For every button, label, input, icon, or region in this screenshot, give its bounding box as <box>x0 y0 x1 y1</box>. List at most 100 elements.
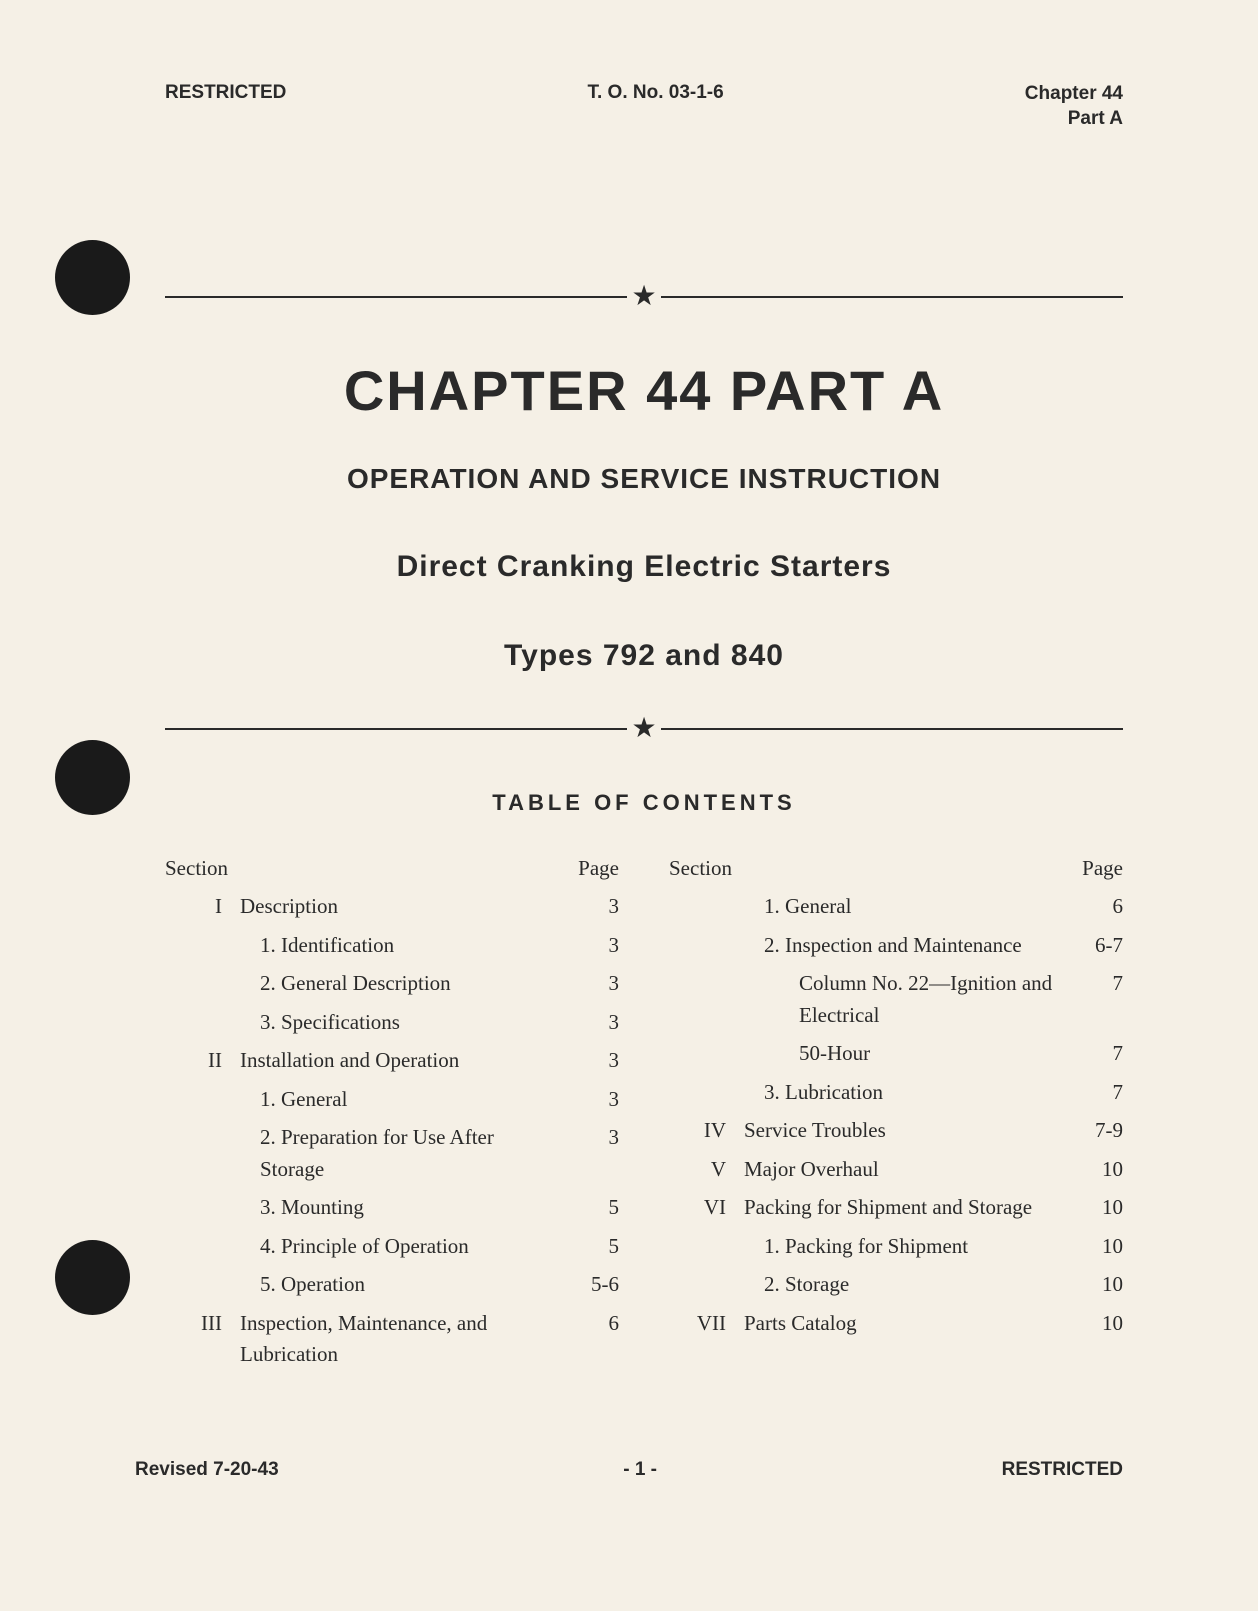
toc-header-spacer <box>240 856 559 881</box>
toc-item-title: 2. Inspection and Maintenance <box>744 930 1063 962</box>
chapter-title: CHAPTER 44 PART A <box>165 358 1123 423</box>
toc-item-page: 3 <box>559 968 619 1000</box>
page-content: RESTRICTED T. O. No. 03-1-6 Chapter 44 P… <box>75 52 1183 1521</box>
toc-row: IDescription3 <box>165 891 619 923</box>
toc-item-title: Description <box>240 891 559 923</box>
toc-section-number: VI <box>669 1192 744 1224</box>
toc-item-page: 7 <box>1063 1077 1123 1109</box>
toc-item-page: 5-6 <box>559 1269 619 1301</box>
header-chapter-line1: Chapter 44 <box>1025 82 1123 107</box>
toc-item-page: 7 <box>1063 968 1123 1000</box>
subtitle-types: Types 792 and 840 <box>165 639 1123 673</box>
toc-item-title: 50-Hour <box>744 1038 1063 1070</box>
toc-item-title: 1. General <box>240 1084 559 1116</box>
toc-item-page: 10 <box>1063 1269 1123 1301</box>
toc-item-title: 3. Specifications <box>240 1007 559 1039</box>
toc-section-number: V <box>669 1154 744 1186</box>
toc-item-title: 2. General Description <box>240 968 559 1000</box>
toc-row: 2. Preparation for Use After Storage3 <box>165 1122 619 1185</box>
toc-item-page: 7-9 <box>1063 1115 1123 1147</box>
toc-row: IIIInspection, Maintenance, and Lubricat… <box>165 1308 619 1371</box>
toc-row: IIInstallation and Operation3 <box>165 1045 619 1077</box>
toc-row: 2. Inspection and Maintenance6-7 <box>669 930 1123 962</box>
toc-header-page: Page <box>559 856 619 881</box>
toc-header-spacer <box>744 856 1063 881</box>
toc-item-page: 3 <box>559 1122 619 1154</box>
title-block: CHAPTER 44 PART A OPERATION AND SERVICE … <box>165 358 1123 673</box>
header-classification: RESTRICTED <box>165 82 286 104</box>
toc-item-title: Service Troubles <box>744 1115 1063 1147</box>
divider-line <box>661 296 1123 298</box>
toc-section-number: IV <box>669 1115 744 1147</box>
toc-row: 2. Storage10 <box>669 1269 1123 1301</box>
toc-item-title: 1. Identification <box>240 930 559 962</box>
divider-bottom: ★ <box>165 728 1123 730</box>
divider-line <box>165 296 627 298</box>
toc-item-title: 3. Lubrication <box>744 1077 1063 1109</box>
divider-line <box>661 728 1123 730</box>
divider-line <box>165 728 627 730</box>
toc-item-title: 1. Packing for Shipment <box>744 1231 1063 1263</box>
toc-item-title: Column No. 22—Ignition and Electrical <box>744 968 1063 1031</box>
header-chapter-line2: Part A <box>1025 107 1123 132</box>
toc-column-left: Section Page IDescription31. Identificat… <box>165 856 619 1378</box>
toc-item-page: 3 <box>559 1084 619 1116</box>
toc-row: 50-Hour7 <box>669 1038 1123 1070</box>
toc-header-row: Section Page <box>165 856 619 881</box>
toc-section-number: II <box>165 1045 240 1077</box>
page-footer: Revised 7-20-43 - 1 - RESTRICTED <box>135 1459 1123 1481</box>
toc-row: VMajor Overhaul10 <box>669 1154 1123 1186</box>
toc-item-title: 2. Preparation for Use After Storage <box>240 1122 559 1185</box>
toc-row: IVService Troubles7-9 <box>669 1115 1123 1147</box>
toc-item-title: Parts Catalog <box>744 1308 1063 1340</box>
toc-item-title: 2. Storage <box>744 1269 1063 1301</box>
toc-item-title: 3. Mounting <box>240 1192 559 1224</box>
toc-header-section: Section <box>669 856 744 881</box>
toc-item-title: Inspection, Maintenance, and Lubrication <box>240 1308 559 1371</box>
toc-header-section: Section <box>165 856 240 881</box>
toc-row: 4. Principle of Operation5 <box>165 1231 619 1263</box>
toc-row: 1. General3 <box>165 1084 619 1116</box>
toc-item-title: 1. General <box>744 891 1063 923</box>
toc-item-page: 7 <box>1063 1038 1123 1070</box>
toc-row: 1. General6 <box>669 891 1123 923</box>
toc-item-page: 3 <box>559 1045 619 1077</box>
toc-item-title: Major Overhaul <box>744 1154 1063 1186</box>
toc-header-page: Page <box>1063 856 1123 881</box>
toc-item-page: 3 <box>559 930 619 962</box>
footer-page-number: - 1 - <box>623 1459 657 1481</box>
toc-item-page: 5 <box>559 1192 619 1224</box>
toc-row: VIPacking for Shipment and Storage10 <box>669 1192 1123 1224</box>
toc-item-page: 10 <box>1063 1154 1123 1186</box>
footer-classification: RESTRICTED <box>1002 1459 1123 1481</box>
toc-header-row: Section Page <box>669 856 1123 881</box>
toc-item-title: Installation and Operation <box>240 1045 559 1077</box>
toc-row: 1. Packing for Shipment10 <box>669 1231 1123 1263</box>
subtitle-product: Direct Cranking Electric Starters <box>165 550 1123 584</box>
toc-row: 1. Identification3 <box>165 930 619 962</box>
toc-item-page: 5 <box>559 1231 619 1263</box>
toc-body: Section Page IDescription31. Identificat… <box>165 856 1123 1378</box>
toc-section-number: III <box>165 1308 240 1340</box>
toc-heading: TABLE OF CONTENTS <box>165 790 1123 816</box>
footer-revision: Revised 7-20-43 <box>135 1459 279 1481</box>
toc-item-page: 10 <box>1063 1231 1123 1263</box>
toc-section-number: VII <box>669 1308 744 1340</box>
toc-item-page: 10 <box>1063 1192 1123 1224</box>
header-chapter: Chapter 44 Part A <box>1025 82 1123 131</box>
toc-row: VIIParts Catalog10 <box>669 1308 1123 1340</box>
toc-row: 2. General Description3 <box>165 968 619 1000</box>
document-page: RESTRICTED T. O. No. 03-1-6 Chapter 44 P… <box>0 0 1258 1611</box>
toc-section-number: I <box>165 891 240 923</box>
toc-item-page: 3 <box>559 1007 619 1039</box>
toc-row: 3. Lubrication7 <box>669 1077 1123 1109</box>
subtitle-operation: OPERATION AND SERVICE INSTRUCTION <box>165 463 1123 495</box>
divider-top: ★ <box>165 296 1123 298</box>
toc-item-page: 10 <box>1063 1308 1123 1340</box>
toc-row: 3. Specifications3 <box>165 1007 619 1039</box>
toc-item-title: Packing for Shipment and Storage <box>744 1192 1063 1224</box>
toc-item-title: 5. Operation <box>240 1269 559 1301</box>
toc-row: 3. Mounting5 <box>165 1192 619 1224</box>
toc-item-page: 6-7 <box>1063 930 1123 962</box>
toc-column-right: Section Page 1. General6 2. Inspection an… <box>669 856 1123 1378</box>
